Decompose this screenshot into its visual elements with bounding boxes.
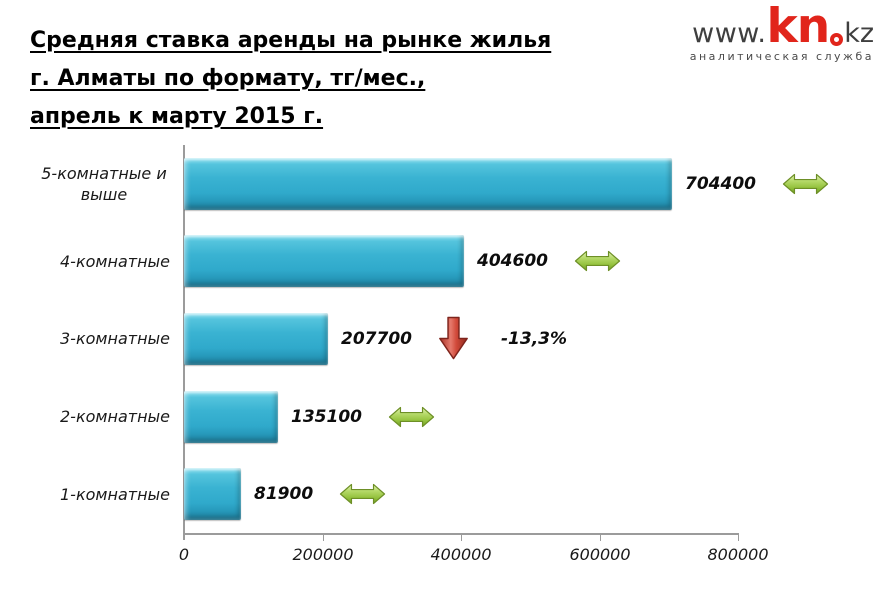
x-tick-label: 800000	[707, 545, 769, 564]
chart-row: 4-комнатные 404600	[0, 223, 886, 301]
category-label: 1-комнатные	[60, 484, 170, 504]
value-label: 81900	[254, 484, 314, 505]
chart-row: 2-комнатные 135100	[0, 378, 886, 456]
bar	[184, 390, 278, 443]
stable-arrow	[574, 247, 621, 275]
chart-title-line-1: Средняя ставка аренды на рынке жилья	[30, 28, 552, 53]
logo-dot-icon	[830, 33, 844, 46]
stable-arrow-icon	[388, 406, 435, 427]
stable-arrow	[339, 480, 386, 508]
stable-arrow	[388, 403, 435, 431]
value-label: 704400	[685, 173, 756, 194]
x-axis-tick	[323, 535, 324, 541]
stable-arrow	[782, 170, 829, 198]
down-arrow-icon	[439, 317, 468, 360]
bar	[184, 235, 464, 288]
down-arrow	[438, 315, 469, 362]
stable-arrow-icon	[782, 173, 829, 194]
x-tick-label: 200000	[292, 545, 354, 564]
value-label: 135100	[291, 406, 362, 427]
category-label: 4-комнатные	[60, 251, 170, 271]
bar	[184, 312, 328, 365]
chart-row: 1-комнатные 81900	[0, 455, 886, 533]
x-tick-label: 600000	[569, 545, 631, 564]
value-label: 404600	[477, 251, 548, 272]
bar-chart: 0 200000 400000 600000 800000 5-комнатные и …	[0, 145, 886, 590]
logo-www-text: www.	[692, 18, 767, 49]
kn-kz-logo-wordmark: www. kn kz	[674, 0, 874, 54]
x-axis-tick	[738, 535, 739, 541]
category-label: 5-комнатные и выше	[41, 163, 167, 204]
logo-tagline: аналитическая служба	[689, 50, 874, 63]
stable-arrow-icon	[574, 251, 621, 272]
chart-title: Средняя ставка аренды на рынке жилья г. …	[30, 22, 590, 136]
logo-kz-text: kz	[844, 18, 874, 49]
logo-kn-text: kn	[766, 0, 830, 54]
category-label: 2-комнатные	[60, 407, 170, 427]
x-axis-tick	[461, 535, 462, 541]
bar	[184, 468, 241, 521]
kn-kz-logo: www. kn kz аналитическая служба	[674, 0, 874, 63]
x-tick-label: 400000	[430, 545, 492, 564]
category-label: 3-комнатные	[60, 329, 170, 349]
x-tick-label: 0	[178, 545, 190, 564]
chart-title-line-3: апрель к марту 2015 г.	[30, 104, 324, 129]
change-label: -13,3%	[500, 328, 568, 349]
chart-row: 3-комнатные 207700 -13,3%	[0, 300, 886, 378]
stable-arrow-icon	[340, 484, 386, 505]
x-axis-tick	[600, 535, 601, 541]
bar	[184, 157, 672, 210]
chart-row: 5-комнатные и выше 704400	[0, 145, 886, 223]
bar-rows: 5-комнатные и выше 704400 4-комнатные 40…	[0, 145, 886, 533]
value-label: 207700	[341, 328, 412, 349]
x-axis-line	[183, 533, 739, 535]
chart-title-line-2: г. Алматы по формату, тг/мес.,	[30, 66, 426, 91]
